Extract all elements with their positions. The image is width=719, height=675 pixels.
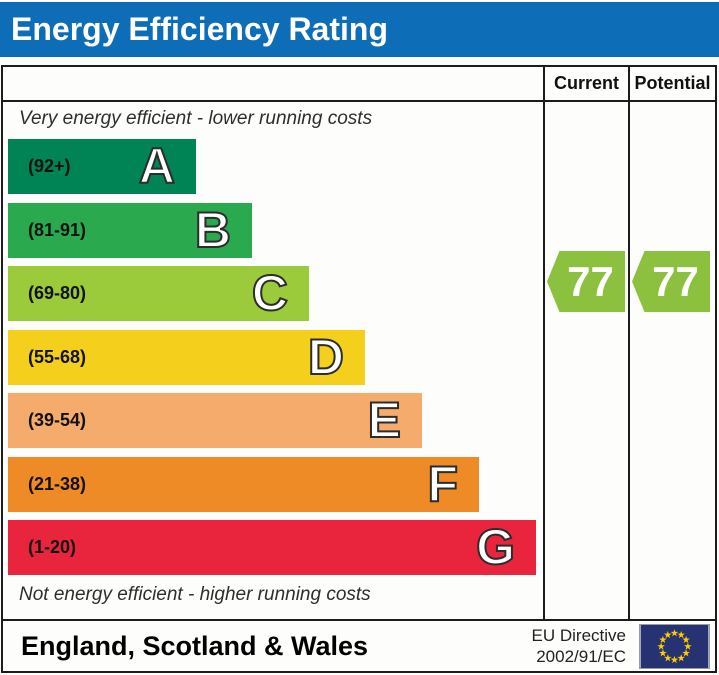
band-row: (39-54) E [8, 392, 422, 449]
column-header-potential: Potential [628, 67, 715, 100]
current-rating-cell: 77 [543, 102, 628, 619]
page-title-text: Energy Efficiency Rating [11, 11, 388, 47]
table-body-row: Very energy efficient - lower running co… [3, 102, 715, 619]
band-letter: D [307, 328, 345, 385]
current-rating-value: 77 [567, 258, 614, 305]
column-header-current: Current [543, 67, 628, 100]
band-range-label: (69-80) [28, 283, 87, 303]
band-scale-area: Very energy efficient - lower running co… [3, 102, 543, 619]
header-spacer [3, 67, 543, 100]
eu-directive-line1: EU Directive [531, 626, 626, 645]
band-row: (92+) A [8, 138, 196, 195]
table-header-row: Current Potential [3, 67, 715, 102]
band-letter: A [138, 138, 176, 195]
potential-rating-cell: 77 [628, 102, 715, 619]
current-rating-arrow: 77 [547, 251, 625, 312]
band-row: (21-38) F [8, 455, 479, 512]
footer-region-label: England, Scotland & Wales [21, 630, 369, 661]
band-list: (92+) A (81-91) B (69-80) C (55-68) D (3… [3, 138, 543, 576]
band-row: (69-80) C [8, 265, 309, 322]
eu-directive-line2: 2002/91/EC [536, 647, 626, 666]
eu-directive-label: EU Directive 2002/91/EC [532, 625, 626, 667]
rating-table: Current Potential Very energy efficient … [1, 65, 717, 673]
band-row: (55-68) D [8, 328, 365, 385]
eu-flag-icon [639, 623, 710, 669]
band-range-label: (1-20) [28, 537, 77, 557]
page-title: Energy Efficiency Rating [0, 2, 719, 57]
band-letter: C [251, 265, 289, 322]
band-range-label: (92+) [28, 156, 71, 176]
band-letter: G [475, 519, 516, 576]
band-range-label: (39-54) [28, 410, 87, 430]
potential-rating-arrow: 77 [632, 251, 710, 312]
band-row: (81-91) B [8, 201, 252, 258]
band-row: (1-20) G [8, 519, 536, 576]
top-note: Very energy efficient - lower running co… [19, 108, 373, 129]
band-range-label: (81-91) [28, 219, 87, 240]
band-range-label: (21-38) [28, 473, 87, 494]
band-letter: B [194, 201, 232, 258]
band-letter: E [367, 392, 402, 449]
bottom-note: Not energy efficient - higher running co… [19, 584, 371, 605]
band-range-label: (55-68) [28, 346, 87, 367]
potential-rating-value: 77 [652, 258, 699, 305]
table-footer-row: England, Scotland & Wales EU Directive 2… [3, 619, 715, 671]
band-letter: F [426, 455, 459, 512]
